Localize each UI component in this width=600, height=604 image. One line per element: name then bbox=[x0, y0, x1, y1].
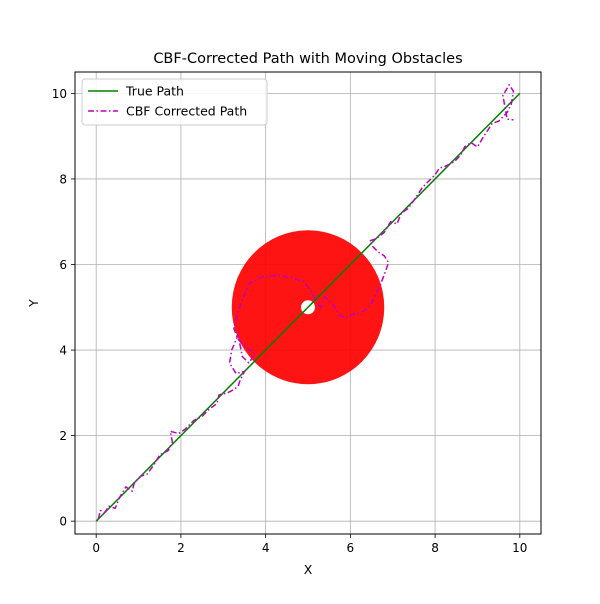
y-tick-label: 6 bbox=[59, 258, 67, 272]
x-tick-label: 10 bbox=[512, 541, 527, 555]
x-tick-label: 0 bbox=[92, 541, 100, 555]
legend-label-cbf-path: CBF Corrected Path bbox=[126, 104, 247, 119]
y-tick-label: 10 bbox=[52, 87, 67, 101]
legend: True Path CBF Corrected Path bbox=[81, 78, 268, 126]
legend-box bbox=[81, 78, 268, 126]
cbf-corrected-path-line bbox=[97, 84, 515, 520]
x-tick-label: 6 bbox=[347, 541, 355, 555]
x-axis-label: X bbox=[304, 562, 313, 577]
true-path-line bbox=[95, 92, 521, 522]
y-tick-label: 2 bbox=[59, 429, 67, 443]
plot-frame bbox=[74, 71, 542, 535]
y-axis-label: Y bbox=[26, 299, 41, 308]
x-tick-label: 4 bbox=[262, 541, 270, 555]
y-tick-label: 0 bbox=[59, 515, 67, 529]
y-tick-label: 4 bbox=[59, 344, 67, 358]
tick-layer: 0 2 4 6 8 10 0 2 4 6 8 10 bbox=[52, 87, 528, 555]
legend-label-true-path: True Path bbox=[125, 84, 184, 99]
y-tick-label: 8 bbox=[59, 172, 67, 186]
series-layer bbox=[95, 84, 521, 522]
x-tick-label: 2 bbox=[177, 541, 185, 555]
chart-title: CBF-Corrected Path with Moving Obstacles bbox=[153, 51, 462, 67]
x-tick-label: 8 bbox=[431, 541, 439, 555]
